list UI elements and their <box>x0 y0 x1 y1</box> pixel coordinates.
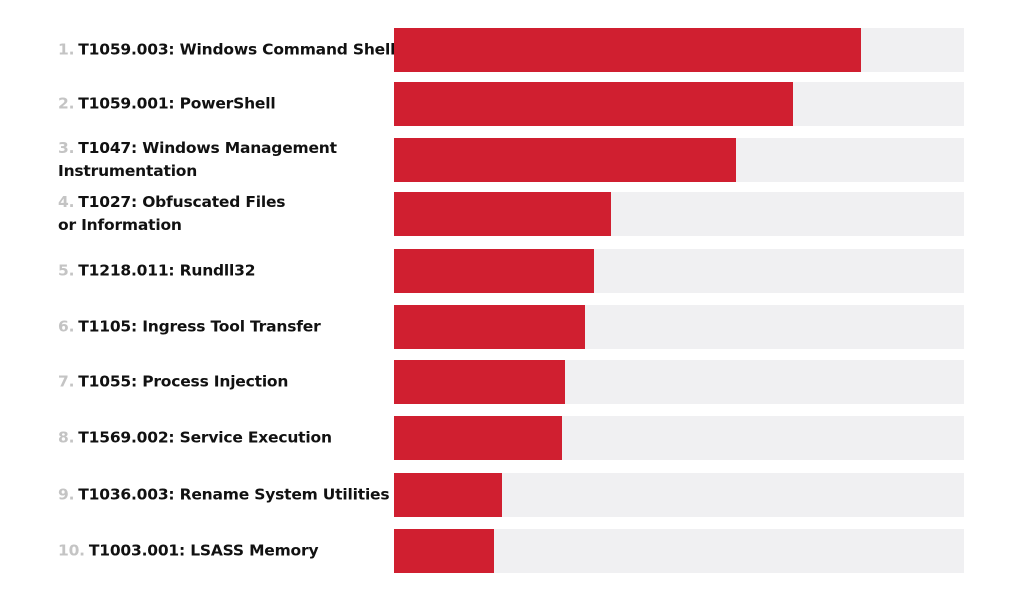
category-label: 1. T1059.003: Windows Command Shell <box>58 39 395 62</box>
rank-number: 2. <box>58 94 75 113</box>
bar <box>394 138 736 182</box>
rank-number: 1. <box>58 40 75 59</box>
rank-number: 7. <box>58 372 75 391</box>
rank-number: 8. <box>58 428 75 447</box>
bar-row: 3. T1047: Windows Management Instrumentat… <box>0 138 1024 182</box>
bar-row: 10. T1003.001: LSASS Memory <box>0 529 1024 573</box>
category-label: 10. T1003.001: LSASS Memory <box>58 540 319 563</box>
bar <box>394 529 494 573</box>
bar-row: 2. T1059.001: PowerShell <box>0 82 1024 126</box>
bar-track <box>394 138 964 182</box>
bar-track <box>394 249 964 293</box>
bar-track <box>394 473 964 517</box>
bar-row: 4. T1027: Obfuscated Files or Information <box>0 192 1024 236</box>
category-text: T1569.002: Service Execution <box>78 428 332 447</box>
category-text: T1055: Process Injection <box>78 372 289 391</box>
category-label: 7. T1055: Process Injection <box>58 371 288 394</box>
bar-track <box>394 416 964 460</box>
rank-number: 10. <box>58 541 85 560</box>
bar <box>394 473 503 517</box>
bar-track <box>394 192 964 236</box>
bar <box>394 360 565 404</box>
rank-number: 3. <box>58 139 75 157</box>
category-text: T1003.001: LSASS Memory <box>88 541 319 560</box>
category-label: 5. T1218.011: Rundll32 <box>58 260 256 283</box>
bar <box>394 416 563 460</box>
rank-number: 4. <box>58 193 75 211</box>
category-text: T1059.001: PowerShell <box>78 94 276 113</box>
bar-row: 5. T1218.011: Rundll32 <box>0 249 1024 293</box>
bar-row: 1. T1059.003: Windows Command Shell <box>0 28 1024 72</box>
bar-track <box>394 360 964 404</box>
category-text: T1059.003: Windows Command Shell <box>78 40 396 59</box>
category-label: 9. T1036.003: Rename System Utilities <box>58 484 390 507</box>
bar-track <box>394 28 964 72</box>
bar <box>394 192 611 236</box>
category-label: 4. T1027: Obfuscated Files or Information <box>58 191 285 237</box>
category-label: 8. T1569.002: Service Execution <box>58 427 332 450</box>
category-text: T1105: Ingress Tool Transfer <box>78 317 321 336</box>
category-label: 6. T1105: Ingress Tool Transfer <box>58 316 321 339</box>
category-text: T1218.011: Rundll32 <box>78 261 256 280</box>
category-text: T1036.003: Rename System Utilities <box>78 485 390 504</box>
bar-row: 6. T1105: Ingress Tool Transfer <box>0 305 1024 349</box>
rank-number: 5. <box>58 261 75 280</box>
bar-track <box>394 82 964 126</box>
bar <box>394 28 862 72</box>
category-text: T1047: Windows Management Instrumentatio… <box>58 139 337 180</box>
bar-track <box>394 529 964 573</box>
category-label: 2. T1059.001: PowerShell <box>58 93 276 116</box>
category-label: 3. T1047: Windows Management Instrumentat… <box>58 137 337 183</box>
category-text: T1027: Obfuscated Files or Information <box>58 193 286 234</box>
bar-row: 8. T1569.002: Service Execution <box>0 416 1024 460</box>
bar <box>394 82 793 126</box>
bar-track <box>394 305 964 349</box>
bar-row: 9. T1036.003: Rename System Utilities <box>0 473 1024 517</box>
rank-number: 9. <box>58 485 75 504</box>
bar <box>394 305 585 349</box>
rank-number: 6. <box>58 317 75 336</box>
bar <box>394 249 594 293</box>
bar-row: 7. T1055: Process Injection <box>0 360 1024 404</box>
